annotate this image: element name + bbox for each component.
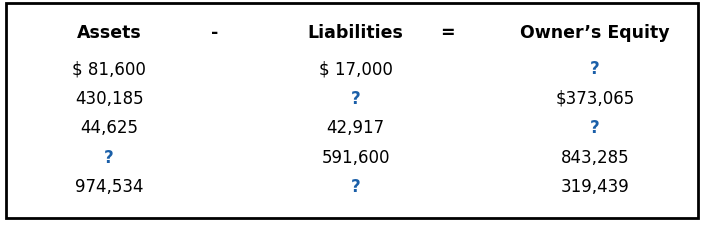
Text: =: = [440, 24, 454, 42]
Text: ?: ? [351, 90, 360, 108]
Text: ?: ? [104, 149, 114, 167]
Text: ?: ? [351, 178, 360, 196]
Text: 42,917: 42,917 [327, 119, 384, 137]
Text: -: - [211, 24, 218, 42]
Text: $ 81,600: $ 81,600 [73, 60, 146, 78]
Text: 44,625: 44,625 [80, 119, 138, 137]
Text: $ 17,000: $ 17,000 [319, 60, 392, 78]
Text: ?: ? [590, 119, 600, 137]
Text: 591,600: 591,600 [321, 149, 390, 167]
Text: 319,439: 319,439 [560, 178, 629, 196]
Text: 974,534: 974,534 [75, 178, 144, 196]
FancyBboxPatch shape [6, 3, 698, 218]
Text: Owner’s Equity: Owner’s Equity [520, 24, 670, 42]
Text: Assets: Assets [77, 24, 142, 42]
Text: $373,065: $373,065 [555, 90, 634, 108]
Text: 430,185: 430,185 [75, 90, 144, 108]
Text: Liabilities: Liabilities [308, 24, 403, 42]
Text: 843,285: 843,285 [560, 149, 629, 167]
Text: ?: ? [590, 60, 600, 78]
